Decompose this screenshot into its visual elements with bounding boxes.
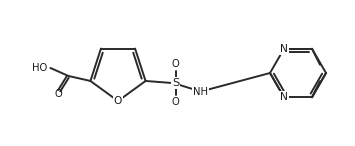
Text: N: N — [280, 44, 288, 54]
Text: S: S — [172, 78, 179, 88]
Text: N: N — [280, 92, 288, 102]
Text: NH: NH — [193, 87, 208, 97]
Text: O: O — [55, 89, 62, 99]
Text: O: O — [172, 97, 180, 107]
Text: HO: HO — [32, 63, 47, 73]
Text: O: O — [114, 96, 122, 106]
Text: O: O — [172, 59, 180, 69]
